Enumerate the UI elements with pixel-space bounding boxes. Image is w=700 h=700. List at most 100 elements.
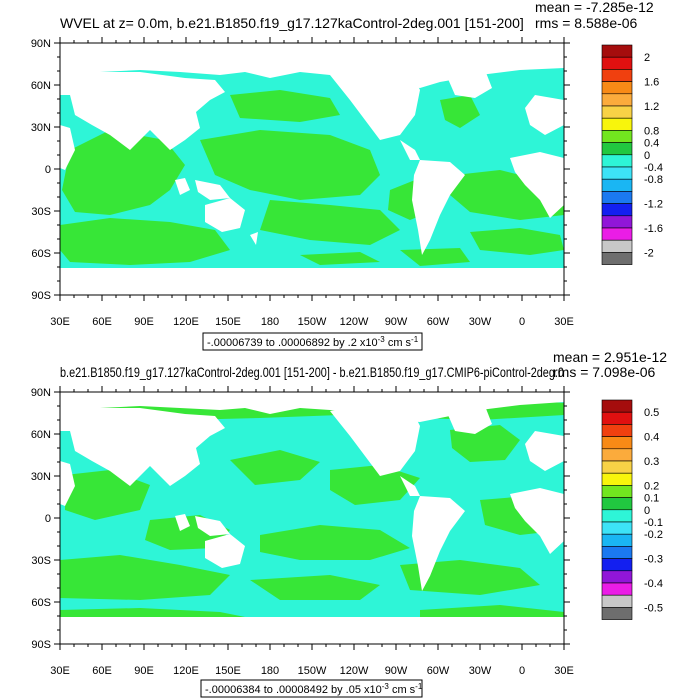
lon-tick-label: 60W bbox=[427, 316, 450, 328]
lon-tick-label: 150E bbox=[215, 665, 241, 677]
lon-tick-label: 30W bbox=[469, 665, 492, 677]
lon-tick-label: 30E bbox=[554, 665, 574, 677]
lat-tick-label: 0 bbox=[45, 164, 51, 176]
lat-tick-label: 30S bbox=[31, 555, 51, 567]
colorbar-swatch bbox=[601, 448, 633, 462]
panel-1: WVEL at z= 0.0m, b.e21.B1850.f19_g17.127… bbox=[31, 0, 663, 351]
panel-1-map bbox=[60, 43, 564, 295]
lat-tick-label: 30N bbox=[31, 471, 51, 483]
colorbar-swatch bbox=[601, 166, 633, 180]
panel-2-rms: rms = 7.098e-06 bbox=[553, 364, 656, 380]
colorbar-swatch bbox=[601, 142, 633, 156]
lon-tick-label: 30E bbox=[50, 665, 70, 677]
lon-tick-label: 60W bbox=[427, 665, 450, 677]
lon-tick-label: 150W bbox=[298, 665, 327, 677]
lon-tick-label: 180 bbox=[261, 316, 279, 328]
panel-1-range-exp: -3 bbox=[378, 335, 386, 344]
lon-tick-label: 0 bbox=[519, 665, 525, 677]
lon-tick-label: 120E bbox=[173, 665, 199, 677]
lat-tick-label: 60N bbox=[31, 429, 51, 441]
colorbar-swatch bbox=[601, 546, 633, 559]
panel-1-rms: rms = 8.588e-06 bbox=[535, 15, 638, 31]
colorbar-swatch bbox=[601, 215, 633, 229]
panel-1-land bbox=[60, 43, 564, 295]
panel-1-range-unit: cm s bbox=[385, 337, 412, 349]
colorbar-label: 0.4 bbox=[644, 138, 659, 150]
colorbar-swatch bbox=[601, 521, 633, 535]
lat-tick-label: 60S bbox=[31, 248, 51, 260]
colorbar-swatch bbox=[601, 81, 633, 95]
colorbar-label: 1.6 bbox=[644, 77, 659, 89]
panel-2-map bbox=[60, 392, 564, 644]
panel-2-lon-axis: 30E 60E 90E 120E 150E 180 150W 120W 90W 60W 30W 0 30… bbox=[50, 386, 574, 677]
lon-tick-label: 150W bbox=[298, 316, 327, 328]
colorbar-swatch bbox=[601, 154, 633, 168]
panel-2-range-unit-exp: -1 bbox=[415, 682, 423, 691]
colorbar-swatch bbox=[601, 497, 633, 511]
colorbar-label: -0.8 bbox=[644, 174, 663, 186]
lon-tick-label: 30W bbox=[469, 316, 492, 328]
panel-2: b.e21.B1850.f19_g17.127kaControl-2deg.00… bbox=[31, 349, 667, 698]
lon-tick-label: 120W bbox=[340, 665, 369, 677]
lat-tick-label: 90S bbox=[31, 639, 51, 651]
colorbar-swatch bbox=[601, 558, 633, 572]
colorbar-swatch bbox=[601, 411, 633, 425]
colorbar-swatch bbox=[601, 436, 633, 450]
colorbar-swatch bbox=[601, 533, 633, 547]
panel-1-lon-axis: 30E 60E 90E 120E 150E 180 150W 120W 90W 60W 30W 0 30… bbox=[50, 37, 574, 328]
lat-tick-label: 30N bbox=[31, 122, 51, 134]
lon-tick-label: 150E bbox=[215, 316, 241, 328]
lat-tick-label: 90N bbox=[31, 38, 51, 50]
lat-tick-label: 30S bbox=[31, 206, 51, 218]
colorbar-swatch bbox=[601, 227, 633, 241]
panel-2-range-unit: cm s bbox=[389, 684, 416, 696]
panel-2-colorbar: 0.5 0.4 0.3 0.20.10-0.1-0.2 -0.3 -0.4 -0.5 bbox=[601, 399, 663, 620]
colorbar-label: -1.2 bbox=[644, 199, 663, 211]
colorbar-swatch bbox=[601, 607, 633, 620]
lat-tick-label: 0 bbox=[45, 513, 51, 525]
panel-2-title: b.e21.B1850.f19_g17.127kaControl-2deg.00… bbox=[60, 364, 564, 380]
panel-1-range-box: -.00006739 to .00006892 by .2 x10-3 cm s… bbox=[202, 332, 423, 351]
panel-1-mean: mean = -7.285e-12 bbox=[535, 0, 654, 15]
colorbar-swatch bbox=[601, 93, 633, 107]
colorbar-swatch bbox=[601, 130, 633, 143]
lon-tick-label: 0 bbox=[519, 316, 525, 328]
panel-2-range-label: -.00006384 to .00008492 by .05 x10 bbox=[205, 684, 382, 696]
colorbar-swatch bbox=[601, 509, 633, 523]
colorbar-label: 0.8 bbox=[644, 125, 659, 137]
lon-tick-label: 90W bbox=[385, 316, 408, 328]
lat-tick-label: 90N bbox=[31, 387, 51, 399]
lon-tick-label: 90E bbox=[134, 316, 154, 328]
lat-tick-label: 60S bbox=[31, 597, 51, 609]
lon-tick-label: 60E bbox=[92, 665, 112, 677]
panel-2-lat-axis: 90N 60N 30N 0 30S 60S 90S bbox=[31, 387, 570, 651]
colorbar-swatch bbox=[601, 44, 633, 58]
lon-tick-label: 90E bbox=[134, 665, 154, 677]
colorbar-label: 0.5 bbox=[644, 407, 659, 419]
colorbar-swatch bbox=[601, 252, 633, 265]
colorbar-label: -2 bbox=[644, 247, 654, 259]
colorbar-label: 0.4 bbox=[644, 432, 659, 444]
colorbar-label: 0 bbox=[644, 150, 650, 162]
colorbar-swatch bbox=[601, 203, 633, 217]
lon-tick-label: 120W bbox=[340, 316, 369, 328]
colorbar-swatch bbox=[601, 56, 633, 70]
colorbar-label: 0.3 bbox=[644, 456, 659, 468]
panel-1-lat-axis: 90N 60N 30N 0 30S 60S 90S bbox=[31, 38, 570, 302]
colorbar-swatch bbox=[601, 105, 633, 119]
lon-tick-label: 60E bbox=[92, 316, 112, 328]
panel-2-mean: mean = 2.951e-12 bbox=[553, 349, 667, 365]
colorbar-label: 1.2 bbox=[644, 101, 659, 113]
colorbar-label: -0.1 bbox=[644, 517, 663, 529]
colorbar-label: -0.2 bbox=[644, 529, 663, 541]
colorbar-label: -0.4 bbox=[644, 162, 663, 174]
panel-2-land bbox=[60, 392, 564, 644]
colorbar-label: -0.3 bbox=[644, 554, 663, 566]
colorbar-swatch bbox=[601, 69, 633, 82]
panel-2-positive-regions bbox=[60, 398, 564, 628]
svg-text:-.00006739 to .00006892 by .2: -.00006739 to .00006892 by .2 x10-3 cm s… bbox=[207, 335, 419, 349]
panel-1-title: WVEL at z= 0.0m, b.e21.B1850.f19_g17.127… bbox=[60, 15, 524, 31]
lat-tick-label: 90S bbox=[31, 290, 51, 302]
panel-1-range-unit-exp: -1 bbox=[411, 335, 419, 344]
